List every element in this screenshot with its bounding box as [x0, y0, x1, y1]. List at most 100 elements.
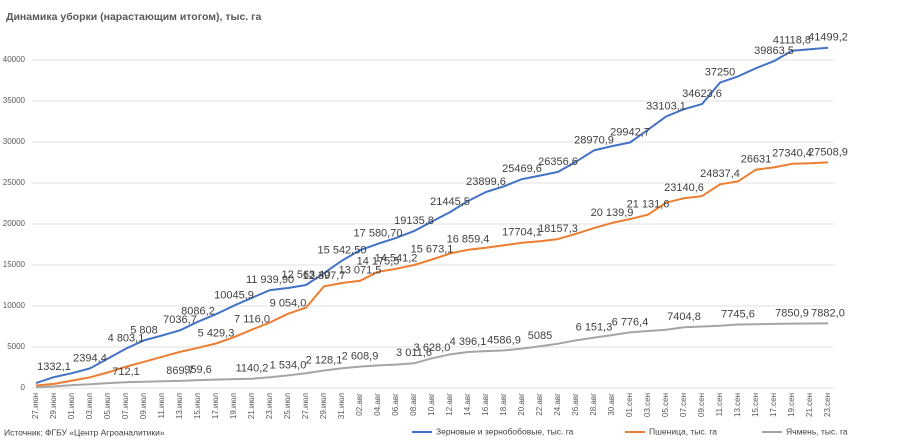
data-label: 2394,4	[73, 352, 107, 364]
data-label: 21445,5	[430, 196, 470, 208]
data-label: 37250	[705, 66, 736, 78]
data-label: 39863,5	[754, 45, 794, 57]
data-label: 33103,1	[646, 100, 686, 112]
x-tick-label: 24.авг	[553, 393, 562, 416]
data-label: 24837,4	[700, 168, 740, 180]
x-tick-label: 29.июл	[319, 393, 328, 419]
data-label: 7036,7	[163, 314, 197, 326]
legend-label: Зерновые и зернобобовые, тыс. га	[436, 426, 574, 436]
x-tick-label: 19.июл	[229, 393, 238, 419]
data-label: 26631	[741, 154, 772, 166]
data-label: 28970,9	[574, 134, 614, 146]
x-tick-label: 04.авг	[373, 393, 382, 416]
data-label: 5 808	[130, 324, 158, 336]
data-label: 1140,2	[236, 363, 269, 375]
series-line	[35, 161, 829, 387]
x-tick-label: 03.сен	[643, 393, 652, 417]
x-tick-label: 20.авг	[517, 393, 526, 416]
x-tick-label: 28.авг	[589, 393, 598, 416]
y-tick-label: 0	[21, 383, 26, 392]
data-label: 7745,6	[721, 308, 755, 320]
x-tick-label: 16.авг	[481, 393, 490, 416]
x-tick-label: 13.сен	[733, 393, 742, 417]
data-label: 27340,4	[772, 148, 812, 160]
data-label: 4586,9	[487, 334, 521, 346]
x-tick-label: 23.июл	[265, 393, 274, 419]
x-tick-label: 15.сен	[751, 393, 760, 417]
data-label: 23140,6	[664, 182, 704, 194]
x-tick-label: 25.июл	[283, 393, 292, 419]
x-tick-label: 17.сен	[769, 393, 778, 417]
data-label: 18157,3	[538, 223, 578, 235]
data-label: 1332,1	[37, 361, 71, 373]
data-label: 2 608,9	[342, 351, 379, 363]
data-label: 5 429,3	[198, 327, 235, 339]
data-label: 27508,9	[808, 146, 848, 158]
data-label: 959,6	[184, 364, 212, 376]
x-tick-label: 03.июл	[85, 393, 94, 419]
y-tick-label: 5000	[7, 342, 25, 351]
y-tick-label: 25000	[3, 178, 26, 187]
data-label: 41118,8	[773, 35, 811, 47]
data-label: 11 939,90	[246, 274, 294, 286]
data-label: 10045,9	[214, 290, 254, 302]
data-label: 13 071,5	[339, 265, 382, 277]
data-label: 6 776,4	[612, 316, 649, 328]
x-tick-label: 23.сен	[823, 393, 832, 417]
data-label: 7850,9	[775, 308, 809, 320]
data-label: 7 116,0	[234, 314, 270, 326]
x-tick-label: 19.сен	[787, 393, 796, 417]
x-tick-label: 08.авг	[409, 393, 418, 416]
data-label: 15 673,1	[411, 243, 454, 255]
data-label: 15 542,50	[318, 244, 367, 256]
x-tick-label: 10.авг	[427, 393, 436, 416]
data-label: 7404,8	[667, 311, 701, 323]
data-label: 9 054,0	[270, 298, 307, 310]
x-tick-label: 09.июл	[139, 393, 148, 419]
x-tick-label: 01.июл	[67, 393, 76, 419]
y-tick-label: 10000	[3, 301, 26, 310]
x-tick-label: 12.авг	[445, 393, 454, 416]
x-tick-label: 07.июл	[121, 393, 130, 419]
data-label: 41499,2	[808, 32, 848, 44]
data-label: 17704,1	[502, 227, 542, 239]
x-tick-label: 14.авг	[463, 393, 472, 416]
data-label: 712,1	[112, 366, 140, 378]
data-label: 4 396,1	[450, 336, 487, 348]
source: Источник: ФГБУ «Центр Агроаналитики»	[4, 427, 165, 437]
data-label: 26356,6	[538, 156, 578, 168]
data-label: 14 175,5	[357, 256, 400, 268]
data-label: 8086,2	[181, 306, 215, 318]
data-label: 6 151,3	[576, 321, 613, 333]
data-label: 3 011,6	[396, 347, 432, 359]
x-tick-label: 11.июл	[157, 393, 166, 419]
y-tick-label: 20000	[3, 219, 26, 228]
x-tick-label: 05.сен	[661, 393, 670, 417]
x-tick-label: 09.сен	[697, 393, 706, 417]
x-tick-label: 05.июл	[103, 393, 112, 419]
x-tick-label: 17.июл	[211, 393, 220, 419]
data-label: 20 139,9	[591, 207, 634, 219]
data-label: 3 628,0	[414, 342, 451, 354]
data-label: 7882,0	[811, 307, 845, 319]
data-label: 21 131,6	[627, 199, 670, 211]
x-tick-label: 13.июл	[175, 393, 184, 419]
x-tick-label: 29.июн	[49, 393, 58, 419]
x-tick-label: 02.авг	[355, 393, 364, 416]
data-label: 17 580,70	[354, 228, 403, 240]
x-tick-label: 22.авг	[535, 393, 544, 416]
legend-label: Пшеница, тыс. га	[649, 426, 717, 436]
y-tick-label: 35000	[3, 96, 26, 105]
series-line	[35, 322, 829, 389]
x-tick-label: 27.июн	[31, 393, 40, 419]
data-label: 16 859,4	[447, 234, 490, 246]
data-label: 4 803,1	[108, 333, 145, 345]
data-label: 1 534,0	[270, 359, 307, 371]
x-tick-label: 21.сен	[805, 393, 814, 417]
x-tick-label: 06.авг	[391, 393, 400, 416]
data-label: 12 563,40	[282, 269, 331, 281]
chart-title: Динамика уборки (нарастающим итогом), ты…	[6, 11, 261, 23]
data-label: 2 128,1	[306, 354, 343, 366]
y-tick-label: 30000	[3, 137, 26, 146]
x-tick-label: 30.авг	[607, 393, 616, 416]
